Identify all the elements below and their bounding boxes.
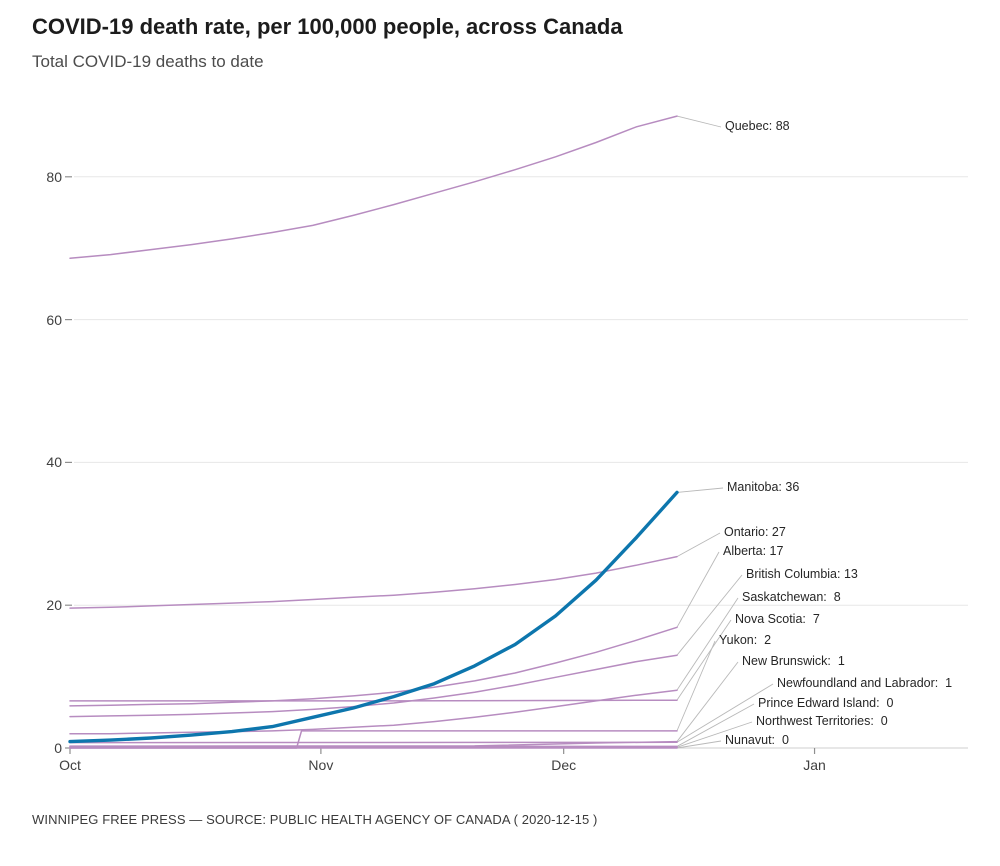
leader-line-yukon xyxy=(676,640,716,732)
x-tick-label-nov: Nov xyxy=(308,757,334,773)
page-subtitle: Total COVID-19 deaths to date xyxy=(32,52,264,71)
series-line-british-columbia xyxy=(69,654,678,718)
leader-line-newfoundland-and-labrador xyxy=(676,683,774,743)
y-tick-label-0: 0 xyxy=(54,740,62,756)
series-end-label-nova-scotia: Nova Scotia: 7 xyxy=(735,612,820,626)
leader-line-alberta xyxy=(676,551,720,628)
series-line-quebec xyxy=(69,115,678,259)
y-tick-label-80: 80 xyxy=(46,168,62,185)
series-end-label-newfoundland-and-labrador: Newfoundland and Labrador: 1 xyxy=(777,676,953,690)
series-end-label-prince-edward-island: Prince Edward Island: 0 xyxy=(758,696,894,710)
x-tick-label-oct: Oct xyxy=(59,757,81,773)
leader-line-prince-edward-island xyxy=(676,703,755,747)
leader-line-saskatchewan xyxy=(676,597,739,691)
series-line-nova-scotia xyxy=(69,699,678,702)
y-tick-label-20: 20 xyxy=(46,597,62,614)
series-line-saskatchewan xyxy=(69,689,678,735)
page-title: COVID-19 death rate, per 100,000 people,… xyxy=(32,14,623,39)
series-end-label-manitoba: Manitoba: 36 xyxy=(727,480,800,494)
series-end-label-yukon: Yukon: 2 xyxy=(719,633,772,647)
leader-line-british-columbia xyxy=(676,574,743,656)
x-tick-label-dec: Dec xyxy=(551,757,577,773)
series-end-label-northwest-territories: Northwest Territories: 0 xyxy=(756,714,888,728)
series-end-label-saskatchewan: Saskatchewan: 8 xyxy=(742,590,841,604)
series-end-label-new-brunswick: New Brunswick: 1 xyxy=(742,654,845,668)
series-end-label-british-columbia: British Columbia: 13 xyxy=(746,567,858,581)
series-line-alberta xyxy=(69,626,678,707)
series-end-label-ontario: Ontario: 27 xyxy=(724,525,786,539)
leader-line-nunavut xyxy=(676,740,722,749)
source-credit: WINNIPEG FREE PRESS — SOURCE: PUBLIC HEA… xyxy=(32,812,598,827)
leader-line-manitoba xyxy=(676,487,724,493)
leader-line-ontario xyxy=(676,532,721,558)
series-end-label-quebec: Quebec: 88 xyxy=(725,119,790,133)
y-tick-label-60: 60 xyxy=(46,311,62,328)
series-end-label-nunavut: Nunavut: 0 xyxy=(725,733,789,747)
x-tick-label-jan: Jan xyxy=(803,757,826,773)
series-line-manitoba xyxy=(68,490,679,744)
leader-line-quebec xyxy=(676,115,722,128)
y-tick-label-40: 40 xyxy=(46,454,62,471)
leader-line-new-brunswick xyxy=(676,661,739,742)
series-end-label-alberta: Alberta: 17 xyxy=(723,544,784,558)
leader-line-northwest-territories xyxy=(676,721,753,748)
series-line-ontario xyxy=(69,555,678,609)
leader-line-nova-scotia xyxy=(676,619,732,701)
